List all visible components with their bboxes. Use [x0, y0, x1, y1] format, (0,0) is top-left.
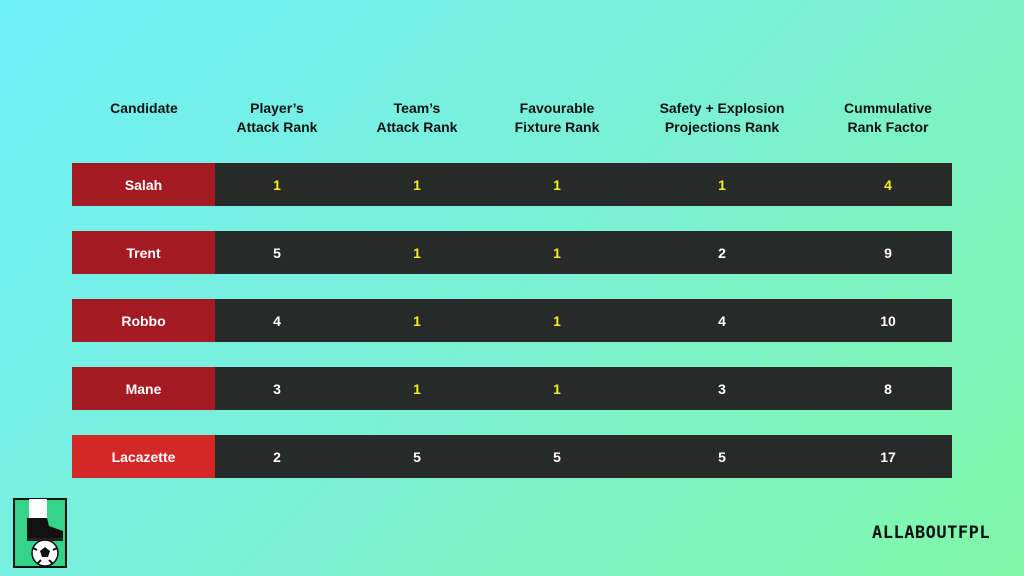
rank-value: 2 — [273, 448, 281, 465]
rank-value: 2 — [718, 244, 726, 261]
rank-value: 1 — [413, 176, 421, 193]
table-row: Lacazette 2 5 5 5 17 — [72, 435, 952, 478]
column-header: Favourable Fixture Rank — [514, 100, 600, 135]
candidate-name: Robbo — [72, 299, 215, 342]
column-header: Safety + Explosion Projections Rank — [659, 100, 785, 135]
rank-value: 17 — [880, 448, 896, 465]
rank-value: 5 — [553, 448, 561, 465]
table-row: Mane 3 1 1 3 8 — [72, 367, 952, 410]
candidate-name: Lacazette — [72, 435, 215, 478]
rank-value: 1 — [718, 176, 726, 193]
table-row: Robbo 4 1 1 4 10 — [72, 299, 952, 342]
column-header: Team’s Attack Rank — [376, 100, 458, 135]
rank-value: 1 — [553, 312, 561, 329]
rank-value: 1 — [553, 244, 561, 261]
rank-value: 4 — [884, 176, 892, 193]
table-row: Salah 1 1 1 1 4 — [72, 163, 952, 206]
rank-value: 5 — [413, 448, 421, 465]
rank-value: 8 — [884, 380, 892, 397]
table-row: Trent 5 1 1 2 9 — [72, 231, 952, 274]
rank-value: 9 — [884, 244, 892, 261]
rank-value: 5 — [273, 244, 281, 261]
brand-wordmark: ALLABOUTFPL — [872, 523, 991, 543]
rank-value: 1 — [413, 380, 421, 397]
rank-value: 10 — [880, 312, 896, 329]
rank-value: 1 — [413, 312, 421, 329]
rank-value: 3 — [718, 380, 726, 397]
rank-value: 1 — [273, 176, 281, 193]
candidate-name: Salah — [72, 163, 215, 206]
rank-value: 1 — [553, 176, 561, 193]
column-header: Cummulative Rank Factor — [844, 100, 932, 135]
rank-value: 5 — [718, 448, 726, 465]
rank-value: 1 — [413, 244, 421, 261]
rank-value: 1 — [553, 380, 561, 397]
boot-and-football-icon — [13, 498, 67, 568]
rank-value: 4 — [718, 312, 726, 329]
rank-value: 4 — [273, 312, 281, 329]
candidate-name: Trent — [72, 231, 215, 274]
rank-value: 3 — [273, 380, 281, 397]
column-header: Player’s Attack Rank — [236, 100, 318, 135]
column-header: Candidate — [110, 100, 178, 116]
candidate-name: Mane — [72, 367, 215, 410]
